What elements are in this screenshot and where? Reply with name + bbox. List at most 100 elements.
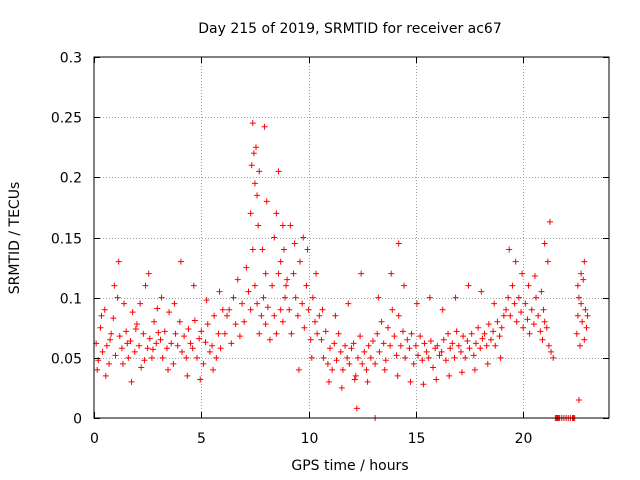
data-point — [254, 192, 261, 199]
data-point — [131, 348, 138, 355]
data-point — [239, 300, 246, 307]
data-point — [211, 312, 218, 319]
data-point — [382, 357, 389, 364]
data-point — [261, 123, 268, 130]
data-point — [490, 328, 497, 335]
data-point — [579, 318, 586, 325]
data-point — [380, 340, 387, 347]
data-point — [335, 330, 342, 337]
data-point — [581, 258, 588, 265]
data-point — [151, 318, 158, 325]
data-point — [260, 294, 267, 301]
data-point — [503, 306, 509, 313]
data-point — [161, 328, 168, 335]
data-point — [574, 282, 581, 289]
data-point — [119, 360, 126, 367]
data-point — [181, 333, 188, 340]
data-point — [94, 366, 101, 373]
data-point — [580, 276, 587, 283]
data-point — [357, 333, 364, 340]
data-point — [525, 282, 532, 289]
data-point — [294, 312, 301, 319]
data-point — [505, 294, 512, 301]
data-point — [327, 345, 334, 352]
data-point — [455, 342, 462, 349]
data-point — [332, 312, 339, 319]
data-point — [178, 348, 185, 355]
data-point — [389, 306, 396, 313]
data-point — [138, 364, 145, 371]
data-point — [492, 342, 499, 349]
data-point — [372, 360, 379, 367]
data-point — [251, 282, 258, 289]
data-point — [457, 348, 464, 355]
data-point — [243, 264, 250, 271]
data-point — [402, 354, 409, 361]
data-point — [129, 309, 136, 316]
data-point — [304, 246, 311, 253]
data-point — [346, 360, 353, 367]
data-point — [496, 333, 503, 340]
data-point — [325, 378, 332, 385]
x-tick-label: 0 — [90, 431, 99, 447]
data-point — [338, 384, 345, 391]
data-point — [284, 276, 291, 283]
data-point — [581, 336, 588, 343]
data-point — [524, 316, 531, 323]
data-point — [506, 246, 513, 253]
data-point — [442, 357, 449, 364]
data-point — [118, 345, 125, 352]
data-point — [256, 330, 263, 337]
data-point — [451, 354, 458, 361]
data-point — [253, 144, 260, 151]
data-point — [255, 222, 262, 229]
data-point — [459, 369, 466, 376]
data-point — [541, 240, 548, 247]
data-point — [420, 381, 427, 388]
data-point — [478, 288, 485, 295]
data-point — [498, 324, 505, 331]
data-point — [125, 354, 132, 361]
data-point — [497, 354, 504, 361]
data-point — [427, 337, 434, 344]
data-point — [352, 372, 359, 379]
data-point — [299, 300, 306, 307]
data-point — [275, 270, 282, 277]
grid-lines — [94, 57, 609, 418]
y-tick-label: 0.1 — [60, 292, 82, 308]
data-point — [440, 336, 447, 343]
data-point — [491, 300, 498, 307]
data-point — [465, 282, 472, 289]
data-point — [449, 340, 456, 347]
data-point — [295, 366, 302, 373]
data-point — [406, 345, 413, 352]
data-point — [275, 168, 282, 175]
data-point — [483, 342, 490, 349]
data-point — [350, 340, 357, 347]
data-point — [202, 339, 209, 346]
data-point — [351, 376, 358, 383]
y-tick-label: 0 — [73, 412, 82, 428]
data-point — [575, 396, 582, 403]
data-point — [466, 345, 473, 352]
chart-title: Day 215 of 2019, SRMTID for receiver ac6… — [198, 21, 502, 37]
data-point — [196, 335, 203, 342]
data-point — [277, 258, 284, 265]
data-point — [127, 337, 134, 344]
data-point — [543, 324, 550, 331]
data-point — [528, 306, 535, 313]
data-point — [550, 354, 557, 361]
data-point — [481, 330, 488, 337]
data-point — [262, 321, 269, 328]
data-point — [354, 354, 361, 361]
data-point — [538, 288, 545, 295]
x-tick-label: 10 — [301, 431, 319, 447]
data-point — [353, 405, 360, 412]
data-point — [394, 372, 401, 379]
data-point — [436, 352, 443, 359]
data-point — [108, 330, 115, 337]
data-point — [184, 372, 191, 379]
x-tick-label: 20 — [515, 431, 533, 447]
data-point — [331, 340, 338, 347]
data-point — [548, 348, 555, 355]
